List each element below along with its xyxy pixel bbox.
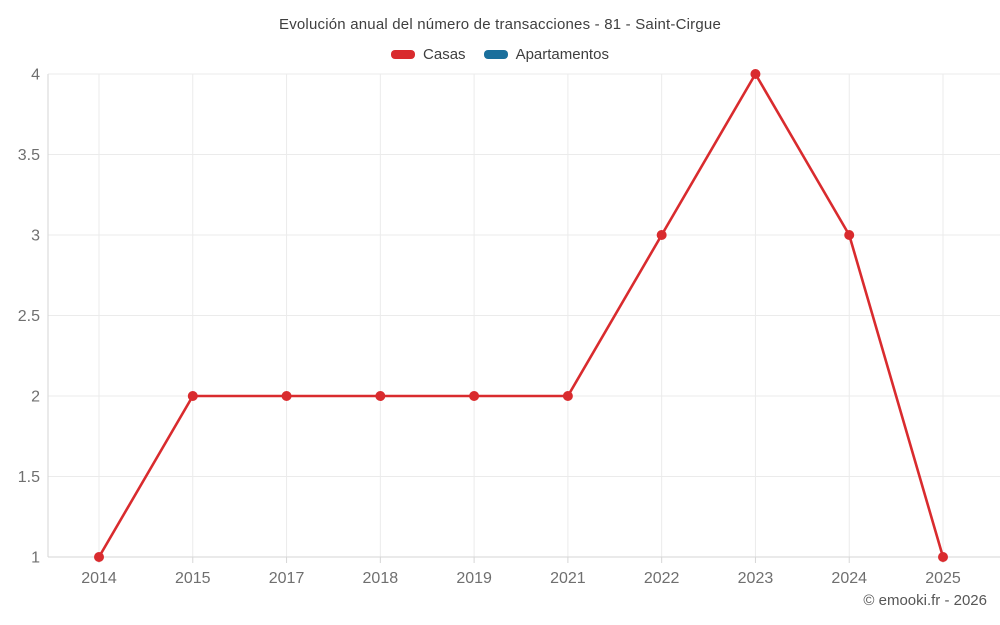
x-axis-label: 2025 bbox=[925, 570, 961, 587]
y-axis-label: 2.5 bbox=[18, 308, 40, 325]
data-point-casas[interactable] bbox=[187, 391, 198, 401]
data-point-casas[interactable] bbox=[94, 552, 104, 562]
x-axis-label: 2023 bbox=[738, 570, 774, 587]
series-line-casas bbox=[97, 72, 945, 559]
data-point-casas[interactable] bbox=[938, 552, 948, 562]
data-point-casas[interactable] bbox=[750, 69, 761, 79]
data-point-casas[interactable] bbox=[656, 230, 667, 240]
y-axis-label: 1.5 bbox=[18, 469, 40, 486]
legend-swatch-casas bbox=[391, 50, 416, 59]
y-axis-label: 4 bbox=[31, 67, 40, 84]
legend: Casas Apartamentos bbox=[0, 46, 1000, 63]
legend-label-apartamentos: Apartamentos bbox=[515, 46, 609, 63]
y-axis-label: 3 bbox=[31, 228, 40, 245]
y-axis-label: 1 bbox=[31, 550, 40, 567]
y-axis-label: 3.5 bbox=[18, 147, 40, 164]
legend-label-casas: Casas bbox=[423, 46, 466, 63]
x-axis-label: 2018 bbox=[363, 570, 399, 587]
data-point-casas[interactable] bbox=[375, 391, 386, 401]
x-axis-label: 2017 bbox=[269, 570, 305, 587]
x-axis-label: 2014 bbox=[81, 570, 117, 587]
x-axis-label: 2021 bbox=[550, 570, 586, 587]
x-axis-label: 2015 bbox=[175, 570, 211, 587]
x-axis-label: 2022 bbox=[644, 570, 680, 587]
data-point-casas[interactable] bbox=[844, 230, 855, 240]
legend-swatch-apartamentos bbox=[483, 50, 508, 59]
x-axis-label: 2024 bbox=[831, 570, 867, 587]
data-point-casas[interactable] bbox=[469, 391, 480, 401]
legend-item-apartamentos[interactable]: Apartamentos bbox=[483, 46, 609, 63]
y-axis-label: 2 bbox=[31, 389, 40, 406]
x-axis-label: 2019 bbox=[456, 570, 492, 587]
data-point-casas[interactable] bbox=[562, 391, 573, 401]
legend-item-casas[interactable]: Casas bbox=[391, 46, 466, 63]
chart-title: Evolución anual del número de transaccio… bbox=[278, 16, 721, 33]
watermark-text: © emooki.fr - 2026 bbox=[863, 592, 987, 609]
data-point-casas[interactable] bbox=[281, 391, 292, 401]
